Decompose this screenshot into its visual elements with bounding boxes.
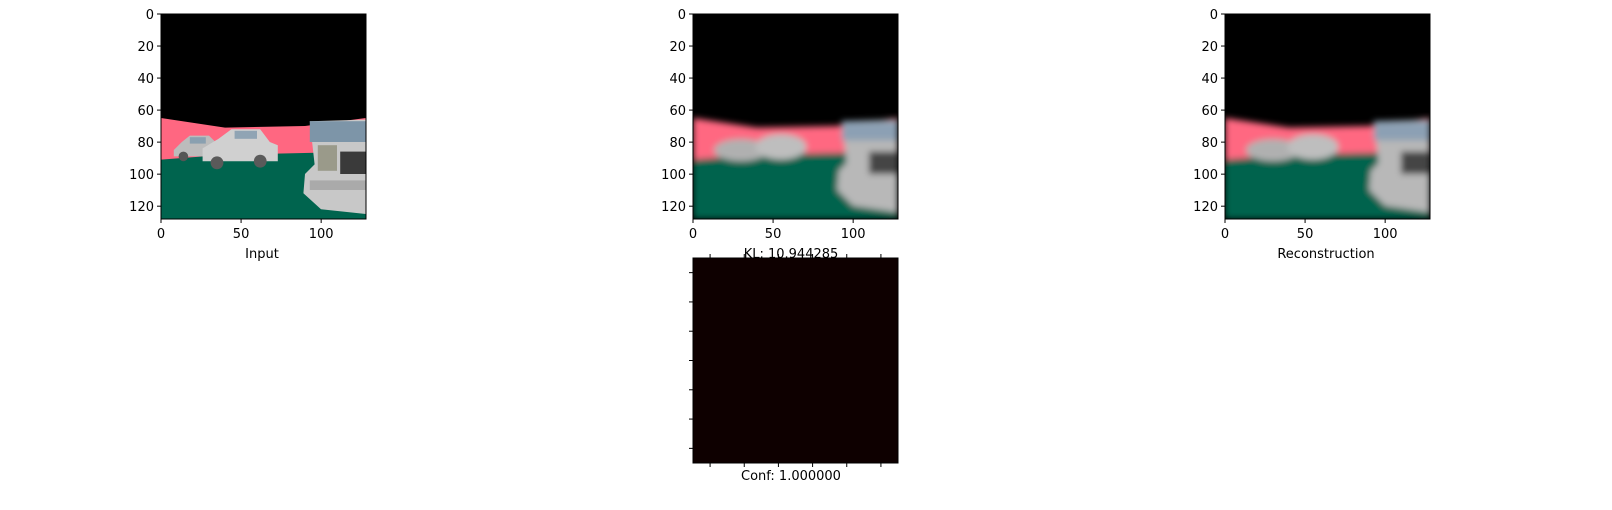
input-axes-frame (160, 13, 367, 220)
kl-ytick-label: 40 (669, 72, 686, 87)
input-xlabel: Input (245, 247, 279, 262)
vehicle-closeup (303, 119, 366, 214)
kl-ytick-label: 120 (661, 200, 686, 215)
input-ytick-label: 20 (137, 40, 154, 55)
reconstruction-ytick-label: 100 (1193, 168, 1218, 183)
input-ytick-label: 40 (137, 72, 154, 87)
kl-xtick-label: 0 (689, 227, 697, 242)
kl-ytick-label: 60 (669, 104, 686, 119)
reconstruction-xtick-label: 0 (1221, 227, 1229, 242)
reconstruction-ytick-label: 0 (1210, 8, 1218, 23)
kl-ytick-label: 100 (661, 168, 686, 183)
input-ytick-label: 0 (146, 8, 154, 23)
reconstruction-ytick-label: 120 (1193, 200, 1218, 215)
panel-input: 0 50 100 0 20 40 60 80 100 120 Input (129, 8, 367, 262)
reconstruction-image (1225, 14, 1430, 219)
panel-reconstruction: 0 50 100 0 20 40 60 80 100 120 Reconstruction (1193, 8, 1431, 262)
confidence-xlabel: Conf: 1.000000 (741, 469, 841, 484)
reconstruction-ytick-label: 60 (1201, 104, 1218, 119)
kl-ytick-label: 0 (678, 8, 686, 23)
kl-ytick-label: 80 (669, 136, 686, 151)
reconstruction-xtick-label: 50 (1297, 227, 1314, 242)
kl-xtick-label: 50 (765, 227, 782, 242)
panel-confidence: Conf: 1.000000 (689, 254, 899, 484)
input-ytick-label: 120 (129, 200, 154, 215)
kl-axes-frame (692, 13, 899, 220)
input-ytick-label: 80 (137, 136, 154, 151)
kl-ytick-label: 20 (669, 40, 686, 55)
input-ytick-label: 60 (137, 104, 154, 119)
input-xtick-label: 100 (309, 227, 334, 242)
reconstruction-axes-frame (1224, 13, 1431, 220)
reconstruction-ytick-label: 40 (1201, 72, 1218, 87)
reconstruction-ytick-label: 20 (1201, 40, 1218, 55)
input-ytick-label: 100 (129, 168, 154, 183)
input-xtick-label: 50 (233, 227, 250, 242)
input-image (161, 14, 366, 219)
reconstruction-ytick-label: 80 (1201, 136, 1218, 151)
confidence-heatmap-cell (693, 258, 898, 463)
kl-image (693, 14, 898, 219)
car-large (202, 129, 278, 170)
reconstruction-xlabel: Reconstruction (1277, 247, 1374, 262)
kl-xtick-label: 100 (841, 227, 866, 242)
input-xtick-label: 0 (157, 227, 165, 242)
reconstruction-xtick-label: 100 (1373, 227, 1398, 242)
